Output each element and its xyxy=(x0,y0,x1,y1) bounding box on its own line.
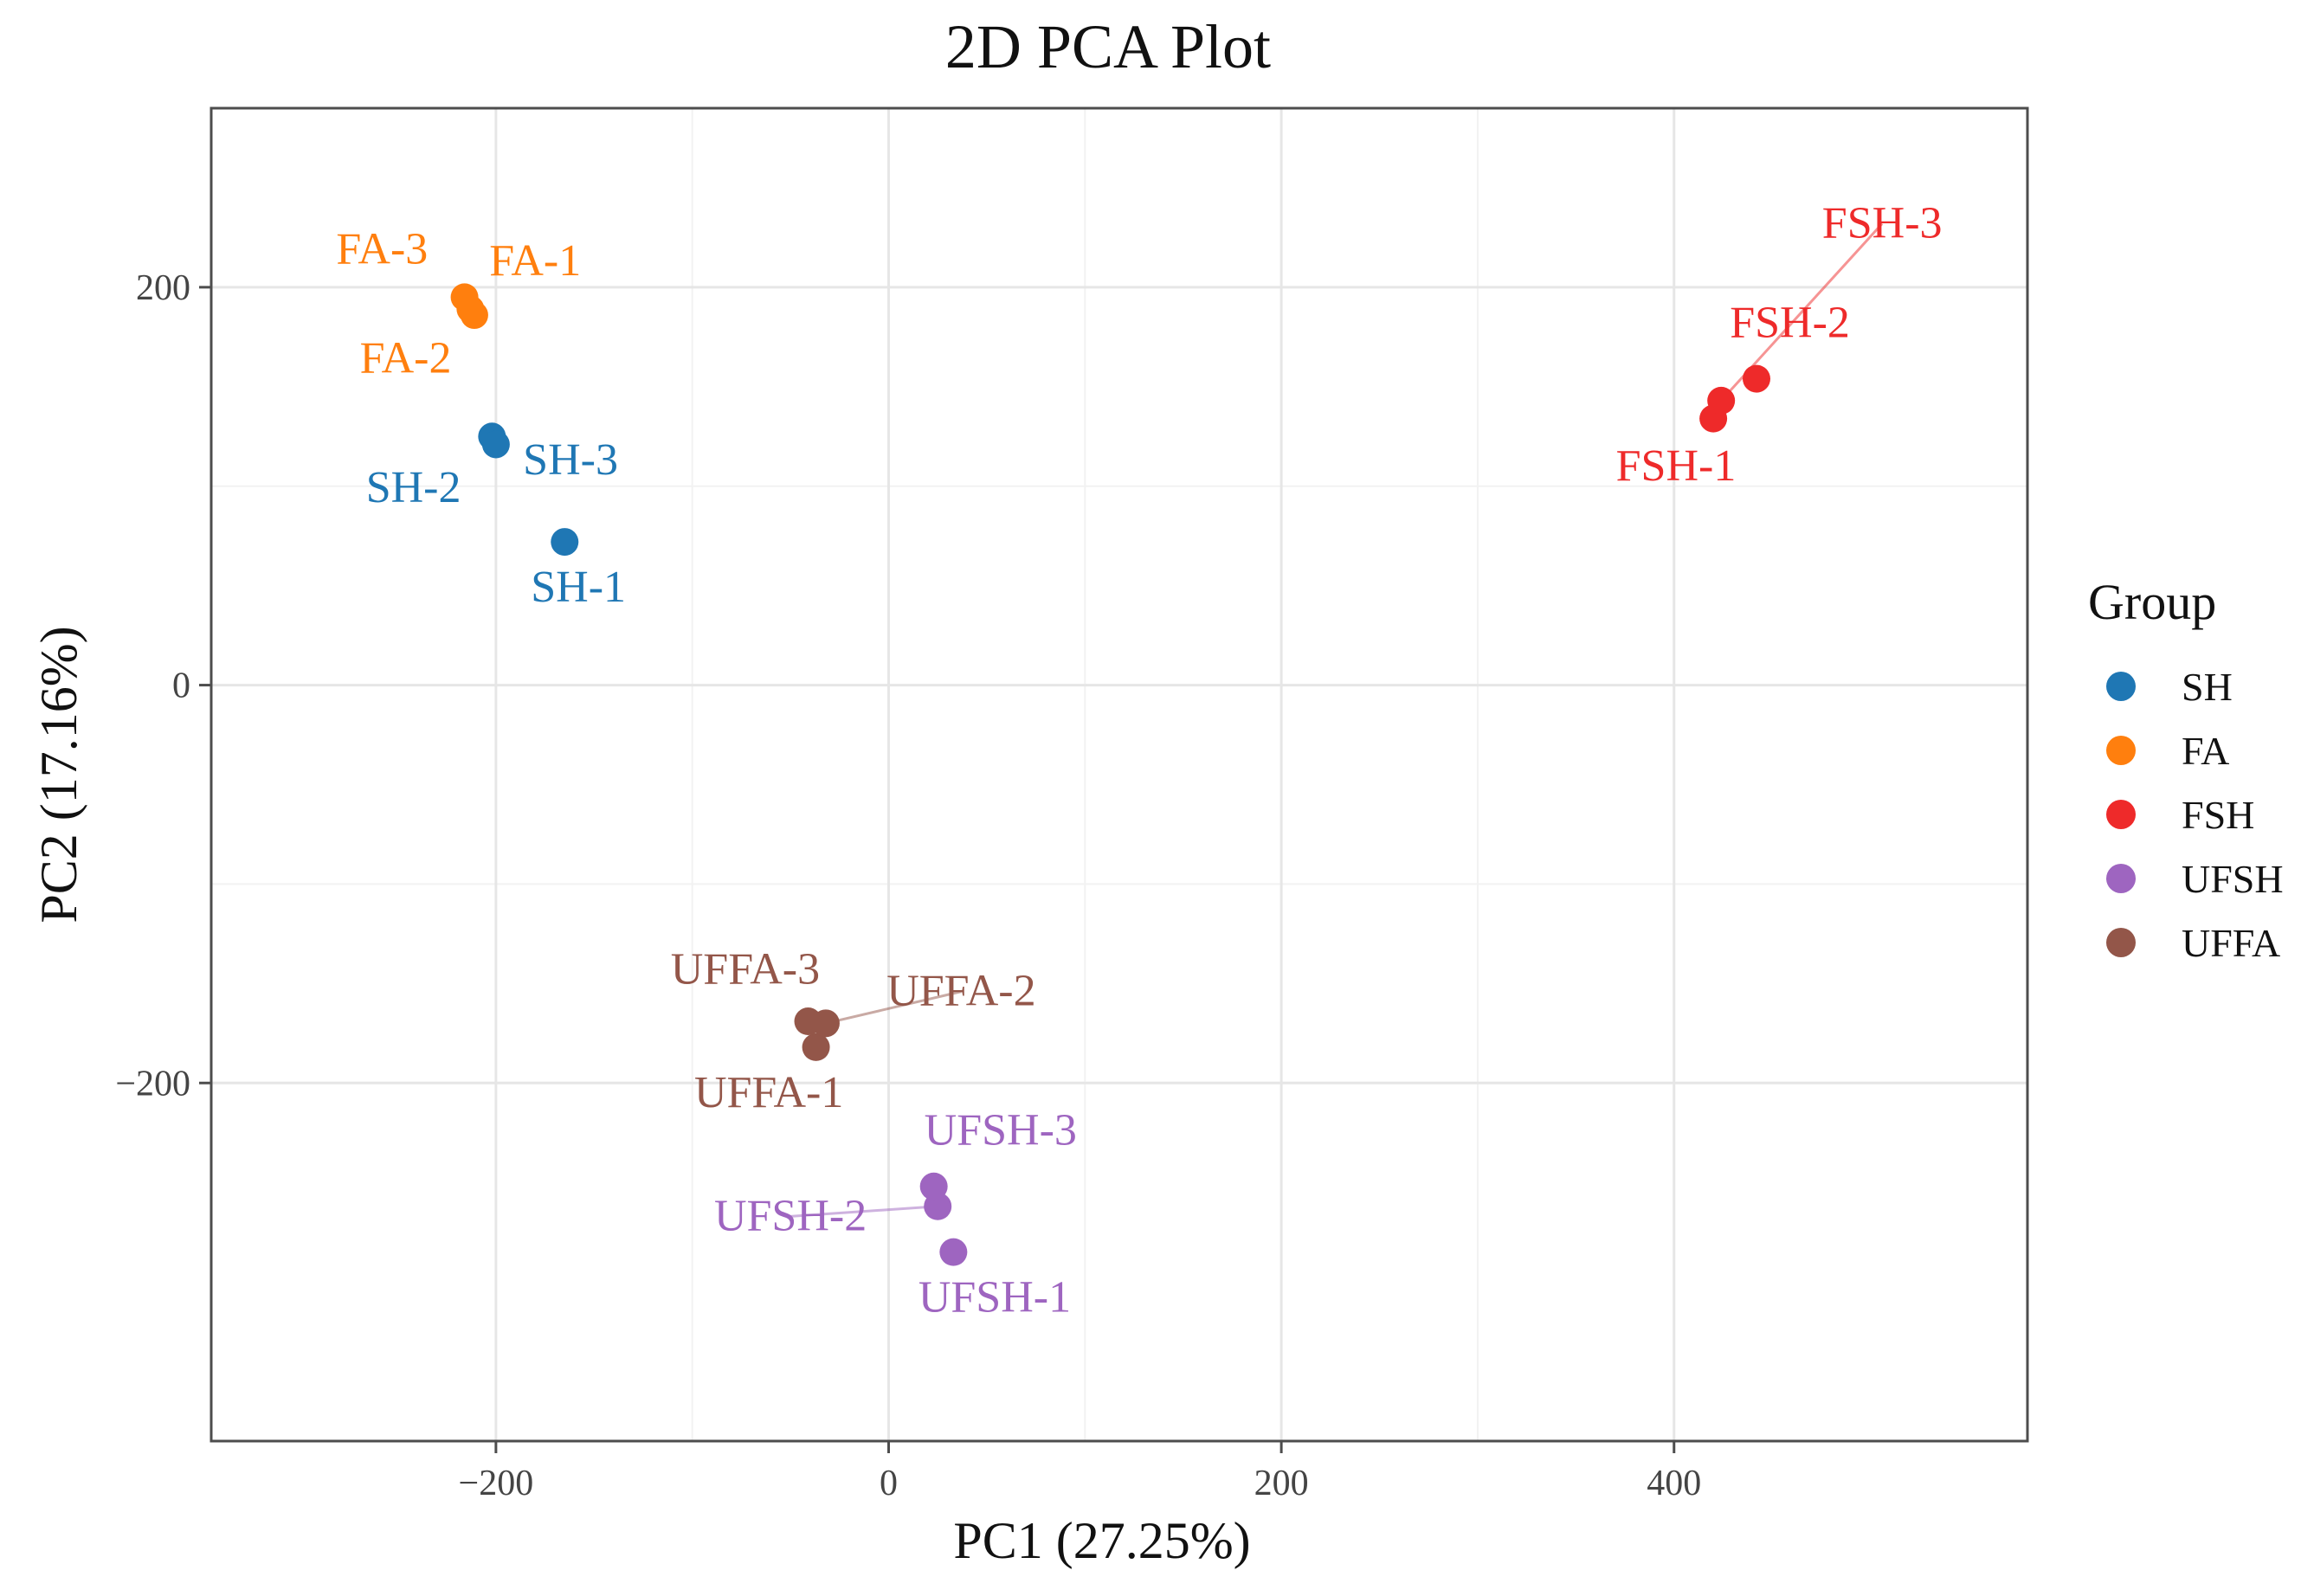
legend-key xyxy=(2106,672,2136,701)
data-point xyxy=(802,1033,830,1061)
data-points xyxy=(450,283,1771,1266)
point-labels: SH-1 SH-2 SH-3 FA-1 FA-2 FA-3 FSH-1 FSH-2 FSH-3 U… xyxy=(336,198,1942,1322)
x-axis-title: PC1 (27.25%) xyxy=(953,1512,1250,1569)
data-point xyxy=(450,283,479,312)
point-label: UFFA-1 xyxy=(694,1068,843,1117)
x-tick-label: 400 xyxy=(1647,1464,1701,1503)
point-label: UFFA-3 xyxy=(671,944,820,994)
point-label: FSH-3 xyxy=(1822,198,1943,248)
point-label: UFSH-2 xyxy=(714,1191,867,1240)
point-label: UFFA-2 xyxy=(886,967,1035,1016)
y-axis-title: PC2 (17.16%) xyxy=(30,626,87,923)
data-point xyxy=(1743,364,1771,393)
point-label: FA-2 xyxy=(360,334,452,383)
data-point xyxy=(919,1172,948,1200)
data-point xyxy=(1707,386,1736,415)
legend-key xyxy=(2106,864,2136,893)
legend-label: FSH xyxy=(2182,793,2254,837)
y-tick-label: −200 xyxy=(115,1064,190,1104)
point-label: FSH-2 xyxy=(1730,298,1850,347)
point-label: UFSH-3 xyxy=(925,1106,1077,1155)
legend-key xyxy=(2106,800,2136,829)
chart-title: 2D PCA Plot xyxy=(945,12,1271,81)
legend: Group SH FA FSH UFSH UFFA xyxy=(2088,574,2284,965)
gridlines xyxy=(211,108,2027,1441)
x-tick-label: −200 xyxy=(459,1464,534,1503)
point-label: FA-3 xyxy=(336,224,428,274)
legend-key xyxy=(2106,928,2136,957)
y-tick-label: 200 xyxy=(136,268,190,308)
point-label: SH-2 xyxy=(366,463,461,512)
leader-line xyxy=(825,990,962,1025)
x-tick-label: 0 xyxy=(880,1464,898,1503)
point-label: SH-1 xyxy=(531,563,626,612)
legend-key xyxy=(2106,736,2136,765)
leader-line xyxy=(790,1205,938,1218)
legend-label: FA xyxy=(2182,729,2229,773)
x-tick-label: 200 xyxy=(1254,1464,1309,1503)
legend-title: Group xyxy=(2088,574,2216,630)
point-label: FA-1 xyxy=(489,236,581,286)
plot-border xyxy=(209,106,2029,1443)
axis-ticks: −200 0 200 400 −200 0 200 xyxy=(115,268,1701,1503)
point-label: UFSH-1 xyxy=(919,1273,1071,1322)
point-label: SH-3 xyxy=(523,435,618,485)
legend-label: UFFA xyxy=(2182,921,2280,965)
plot-panel xyxy=(209,106,2029,1443)
y-tick-label: 0 xyxy=(172,666,190,706)
data-point xyxy=(481,430,510,459)
data-point xyxy=(794,1007,822,1036)
legend-label: SH xyxy=(2182,665,2233,709)
data-point xyxy=(939,1238,968,1266)
point-label: FSH-1 xyxy=(1616,441,1737,491)
data-point xyxy=(551,528,579,557)
legend-label: UFSH xyxy=(2182,857,2284,901)
